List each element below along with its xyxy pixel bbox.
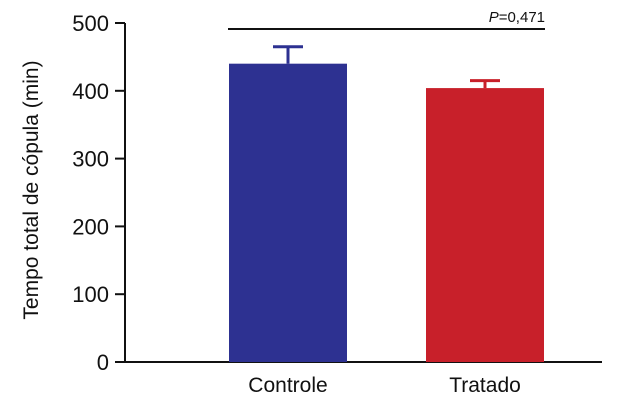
bar-controle: [229, 63, 347, 363]
p-symbol: P: [489, 9, 499, 26]
y-tick-label: 200: [72, 214, 109, 239]
error-bars-group: [273, 45, 500, 89]
p-value-annotation: P=0,471: [489, 9, 545, 26]
y-tick-label: 100: [72, 282, 109, 307]
y-tick-label: 300: [72, 147, 109, 172]
p-value: =0,471: [499, 9, 545, 26]
y-axis-title: Tempo total de cópula (min): [20, 60, 43, 319]
y-axis-ticks: 0 100 200 300 400 500: [72, 11, 125, 375]
x-axis-labels: Controle Tratado: [248, 374, 520, 397]
bars-group: [229, 63, 544, 363]
x-tick-label: Controle: [248, 374, 327, 397]
y-tick-label: 400: [72, 79, 109, 104]
y-tick-label: 0: [97, 350, 109, 375]
y-tick-label: 500: [72, 11, 109, 36]
x-tick-label: Tratado: [449, 374, 521, 397]
bar-tratado: [426, 88, 544, 362]
